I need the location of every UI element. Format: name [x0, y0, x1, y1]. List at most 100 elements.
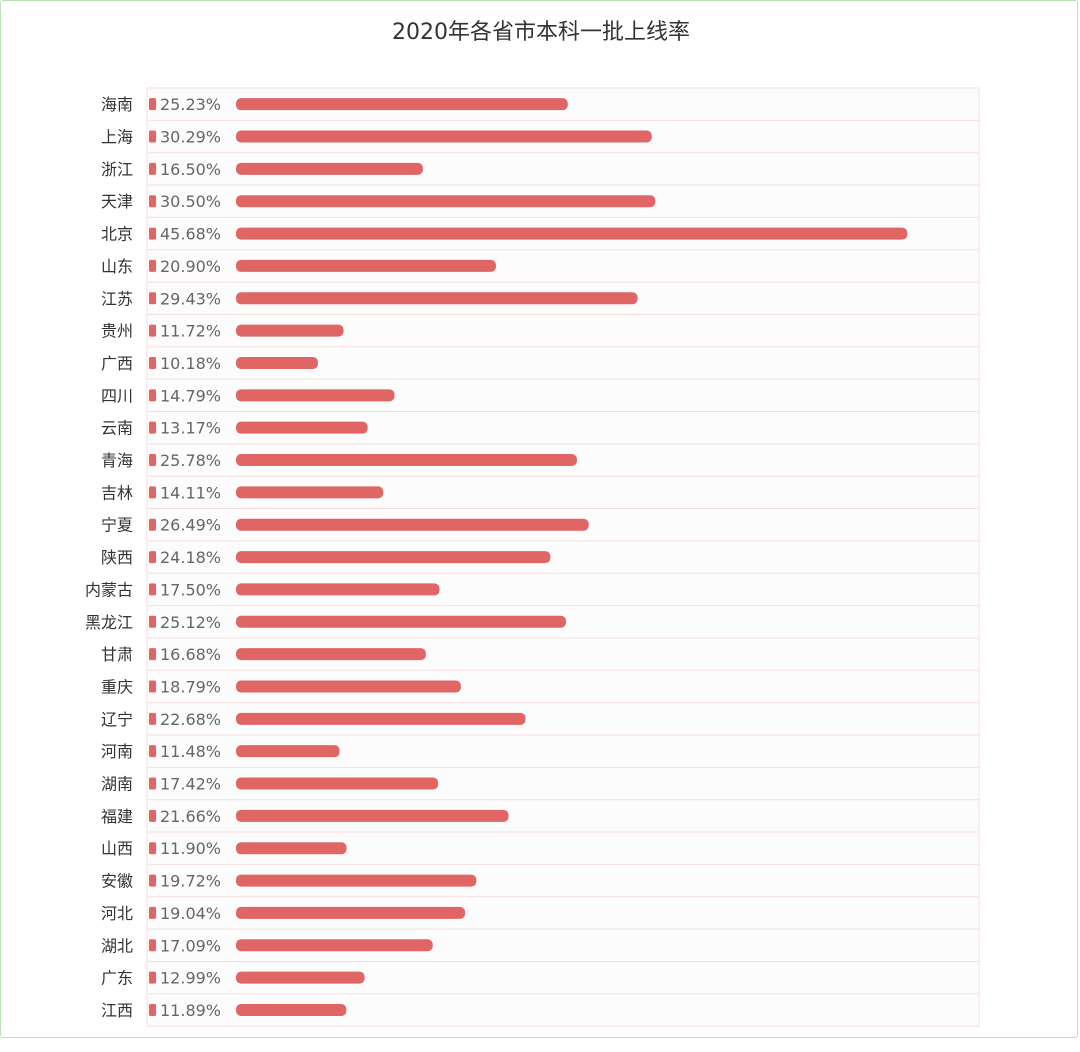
category-label: 上海: [101, 128, 133, 147]
value-label: 20.90%: [160, 257, 221, 276]
bar[interactable]: [236, 906, 466, 919]
value-label: 22.68%: [160, 710, 221, 729]
bar[interactable]: [236, 615, 566, 628]
bar-segment-start: [149, 745, 156, 758]
bar[interactable]: [236, 1003, 347, 1016]
bar-segment-start: [149, 551, 156, 564]
bar[interactable]: [236, 842, 347, 855]
bar-segment-start: [149, 389, 156, 402]
bar[interactable]: [236, 98, 568, 111]
bar-segment-start: [149, 195, 156, 208]
category-label: 天津: [101, 192, 133, 211]
category-label: 湖南: [101, 775, 133, 794]
category-label: 内蒙古: [85, 580, 133, 599]
category-label: 安徽: [101, 872, 133, 891]
bar[interactable]: [236, 195, 656, 208]
value-label: 11.90%: [160, 839, 221, 858]
bar-segment-start: [149, 292, 156, 305]
bar[interactable]: [236, 389, 395, 402]
category-label: 青海: [101, 451, 133, 470]
value-label: 11.72%: [160, 322, 221, 341]
value-label: 16.68%: [160, 645, 221, 664]
bar-segment-start: [149, 874, 156, 887]
bar[interactable]: [236, 680, 461, 693]
bar[interactable]: [236, 324, 344, 337]
value-label: 26.49%: [160, 516, 221, 535]
value-label: 25.78%: [160, 451, 221, 470]
bar-segment-start: [149, 712, 156, 725]
bar[interactable]: [236, 745, 340, 758]
bar-segment-start: [149, 615, 156, 628]
bar-segment-start: [149, 518, 156, 531]
value-label: 17.09%: [160, 936, 221, 955]
bar-segment-start: [149, 486, 156, 499]
bar[interactable]: [236, 518, 589, 531]
category-label: 北京: [101, 225, 133, 244]
category-label: 江西: [101, 1001, 133, 1020]
bar[interactable]: [236, 292, 638, 305]
value-label: 10.18%: [160, 354, 221, 373]
bar[interactable]: [236, 874, 477, 887]
bar[interactable]: [236, 583, 440, 596]
bar-segment-start: [149, 130, 156, 143]
bar-segment-start: [149, 227, 156, 240]
category-label: 陕西: [101, 548, 133, 567]
category-label: 河北: [101, 904, 133, 923]
category-label: 广西: [101, 354, 133, 373]
bar-segment-start: [149, 259, 156, 272]
category-label: 云南: [101, 419, 133, 438]
bar[interactable]: [236, 421, 368, 434]
category-label: 重庆: [101, 677, 133, 696]
bar-segment-start: [149, 971, 156, 984]
category-label: 浙江: [101, 160, 133, 179]
category-label: 黑龙江: [85, 613, 133, 632]
bar-segment-start: [149, 324, 156, 337]
bar[interactable]: [236, 712, 526, 725]
bar-segment-start: [149, 454, 156, 467]
category-label: 湖北: [101, 936, 133, 955]
category-label: 辽宁: [101, 710, 133, 729]
bar[interactable]: [236, 356, 318, 369]
value-label: 19.04%: [160, 904, 221, 923]
category-label: 山西: [101, 839, 133, 858]
category-label: 贵州: [101, 322, 133, 341]
value-label: 45.68%: [160, 225, 221, 244]
bar[interactable]: [236, 227, 908, 240]
bar[interactable]: [236, 648, 426, 661]
bar[interactable]: [236, 486, 384, 499]
bar-segment-start: [149, 162, 156, 175]
category-label: 山东: [101, 257, 133, 276]
bar-segment-start: [149, 648, 156, 661]
chart-title: 2020年各省市本科一批上线率: [392, 20, 690, 45]
bar[interactable]: [236, 162, 423, 175]
bar[interactable]: [236, 809, 509, 822]
value-label: 12.99%: [160, 969, 221, 988]
bar-segment-start: [149, 1003, 156, 1016]
bar-segment-start: [149, 680, 156, 693]
bar[interactable]: [236, 259, 496, 272]
bar[interactable]: [236, 454, 577, 467]
value-label: 19.72%: [160, 872, 221, 891]
bar-segment-start: [149, 906, 156, 919]
category-label: 海南: [101, 95, 133, 114]
bar[interactable]: [236, 939, 433, 952]
bar-segment-start: [149, 421, 156, 434]
bar-segment-start: [149, 777, 156, 790]
bar[interactable]: [236, 551, 551, 564]
value-label: 30.50%: [160, 192, 221, 211]
value-label: 24.18%: [160, 548, 221, 567]
category-label: 河南: [101, 742, 133, 761]
category-label: 宁夏: [101, 516, 133, 535]
bar[interactable]: [236, 777, 439, 790]
bar[interactable]: [236, 971, 365, 984]
value-label: 25.12%: [160, 613, 221, 632]
bar-segment-start: [149, 809, 156, 822]
category-label: 福建: [101, 807, 133, 826]
value-label: 30.29%: [160, 128, 221, 147]
value-label: 13.17%: [160, 419, 221, 438]
value-label: 16.50%: [160, 160, 221, 179]
category-label: 甘肃: [101, 645, 133, 664]
bar[interactable]: [236, 130, 652, 143]
